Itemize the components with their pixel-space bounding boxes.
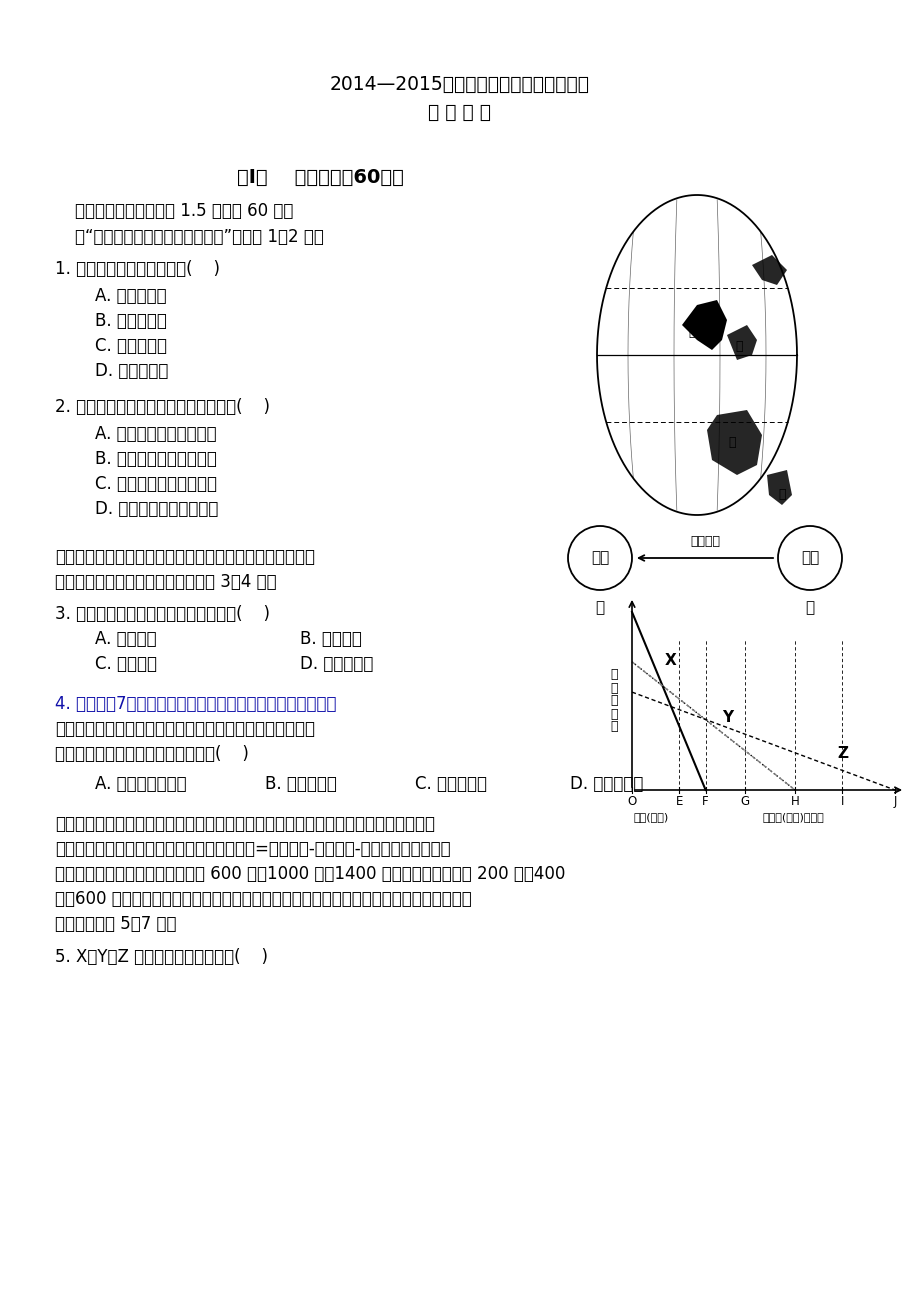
Text: 图。据此回答 5～7 题。: 图。据此回答 5～7 题。	[55, 915, 176, 934]
Text: B. 运输优势: B. 运输优势	[300, 630, 361, 648]
Text: 一浙商，早期是从乙地贩运蔬菜销往甲地；第二阶段是自己: 一浙商，早期是从乙地贩运蔬菜销往甲地；第二阶段是自己	[55, 548, 314, 566]
Text: E: E	[675, 796, 682, 809]
Text: 市场: 市场	[590, 551, 608, 565]
Text: X: X	[664, 654, 676, 668]
Text: 2. 丙、丁农业地域的形成条件及特点是(    ): 2. 丙、丁农业地域的形成条件及特点是( )	[55, 398, 269, 417]
Text: A. 人均耕地多: A. 人均耕地多	[95, 286, 166, 305]
Text: C. 劳力充足，集约化经营: C. 劳力充足，集约化经营	[95, 475, 217, 493]
Polygon shape	[676, 299, 726, 350]
Text: 收
益
（
元
）: 收 益 （ 元 ）	[609, 668, 617, 733]
Polygon shape	[726, 326, 756, 359]
Text: 距城镇(市场)的距离: 距城镇(市场)的距离	[762, 812, 823, 822]
Text: I: I	[840, 796, 843, 809]
Text: 甲: 甲	[595, 600, 604, 615]
Text: A. 技术优势: A. 技术优势	[95, 630, 156, 648]
Polygon shape	[766, 470, 791, 505]
Text: 读“世界主要农业地域类型分布图”，完成 1～2 题。: 读“世界主要农业地域类型分布图”，完成 1～2 题。	[75, 228, 323, 246]
Text: 生产成本和运费有关，其关系表达式为：收益=市场价格-生产成本-运费。单位面积甲、: 生产成本和运费有关，其关系表达式为：收益=市场价格-生产成本-运费。单位面积甲、	[55, 840, 450, 858]
Text: 高 一 地 理: 高 一 地 理	[428, 103, 491, 122]
Text: 元、600 元，运费与距离成正比。下图是这三种农作物收益随距城镇（市场）的距离变化意: 元、600 元，运费与距离成正比。下图是这三种农作物收益随距城镇（市场）的距离变…	[55, 891, 471, 907]
Text: C. 上海、江苏: C. 上海、江苏	[414, 775, 486, 793]
Text: D. 地广人稀，商品率较高: D. 地广人稀，商品率较高	[95, 500, 218, 518]
Text: 2014—2015学年高一下期第二次月清考试: 2014—2015学年高一下期第二次月清考试	[330, 76, 589, 94]
Text: 丙: 丙	[728, 436, 735, 449]
Text: D. 劳动力优势: D. 劳动力优势	[300, 655, 373, 673]
Text: 乙: 乙	[734, 341, 742, 354]
Text: B. 水热条件好: B. 水热条件好	[95, 312, 166, 329]
Text: C. 工业基础强: C. 工业基础强	[95, 337, 167, 355]
Text: Y: Y	[720, 711, 732, 725]
Text: B. 上海、云南: B. 上海、云南	[265, 775, 336, 793]
Text: D. 科技水平高: D. 科技水平高	[95, 362, 168, 380]
Text: 1. 甲、乙农业区位的优势是(    ): 1. 甲、乙农业区位的优势是( )	[55, 260, 220, 279]
Text: 3. 第二阶段浙商收益增多，主要得益于(    ): 3. 第二阶段浙商收益增多，主要得益于( )	[55, 605, 269, 622]
Text: 到乙地承包土地种菜销往甲地。完成 3～4 题。: 到乙地承包土地种菜销往甲地。完成 3～4 题。	[55, 573, 277, 591]
Text: 菜生产比较，其栽培和上市期比正常生长期及供应期提前或: 菜生产比较，其栽培和上市期比正常生长期及供应期提前或	[55, 720, 314, 738]
Text: 丁: 丁	[777, 488, 785, 501]
Text: Z: Z	[836, 746, 847, 760]
Polygon shape	[706, 410, 761, 475]
Text: 4. 如果每年7月该浙商经营的是反季节蔬菜（与正常季节的蔬: 4. 如果每年7月该浙商经营的是反季节蔬菜（与正常季节的蔬	[55, 695, 336, 713]
Text: G: G	[740, 796, 749, 809]
Text: H: H	[789, 796, 799, 809]
Text: 乙、丙农作物，其市场价格分别为 600 元、1000 元、1400 元，生产成本分别为 200 元、400: 乙、丙农作物，其市场价格分别为 600 元、1000 元、1400 元，生产成本…	[55, 865, 565, 883]
Text: C. 成本优势: C. 成本优势	[95, 655, 157, 673]
Polygon shape	[751, 255, 786, 285]
Text: F: F	[701, 796, 709, 809]
Text: 延后），则甲、乙两地可能分别位于(    ): 延后），则甲、乙两地可能分别位于( )	[55, 745, 249, 763]
Text: 第Ⅰ卷    选择题（共60分）: 第Ⅰ卷 选择题（共60分）	[236, 168, 403, 187]
Text: 乙: 乙	[804, 600, 813, 615]
Text: 城镇(市场): 城镇(市场)	[633, 812, 668, 822]
Text: 销售方向: 销售方向	[689, 535, 720, 548]
Text: 甲: 甲	[687, 327, 695, 340]
Text: J: J	[892, 796, 896, 809]
Text: 5. X、Y、Z 线代表的农作物依次是(    ): 5. X、Y、Z 线代表的农作物依次是( )	[55, 948, 267, 966]
Text: D. 上海、海南: D. 上海、海南	[570, 775, 642, 793]
Text: A. 温和多雨，畜牧业发达: A. 温和多雨，畜牧业发达	[95, 424, 216, 443]
Text: 一、单项选择题（每题 1.5 分，共 60 分）: 一、单项选择题（每题 1.5 分，共 60 分）	[75, 202, 293, 220]
Text: A. 上海、东北平原: A. 上海、东北平原	[95, 775, 187, 793]
Text: O: O	[627, 796, 636, 809]
Text: 产地: 产地	[800, 551, 818, 565]
Text: B. 科技发达，生产规模大: B. 科技发达，生产规模大	[95, 450, 217, 467]
Text: 假设城镇是唯一市场，城镇周围是条件均一的平原，种植农作物的收益只与市场价格、: 假设城镇是唯一市场，城镇周围是条件均一的平原，种植农作物的收益只与市场价格、	[55, 815, 435, 833]
